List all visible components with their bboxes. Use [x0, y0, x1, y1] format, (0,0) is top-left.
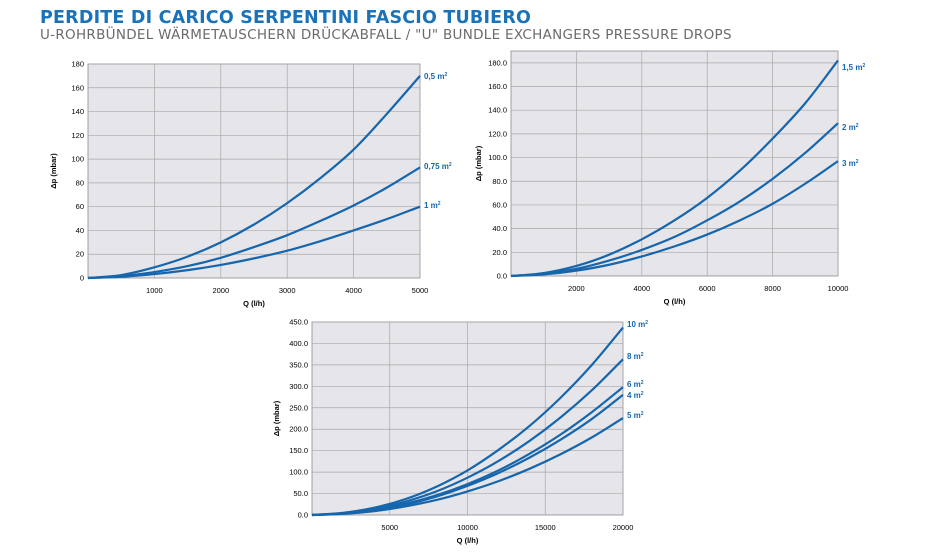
- y-tick-label: 80.0: [492, 177, 507, 186]
- x-tick-label: 2000: [212, 286, 229, 295]
- x-tick-label: 6000: [699, 284, 716, 293]
- y-axis-label: Δp (mbar): [272, 400, 281, 436]
- y-tick-label: 60.0: [492, 200, 507, 209]
- y-tick-label: 0.0: [497, 272, 507, 281]
- series-label-text: 6 m: [627, 380, 641, 389]
- series-line: [510, 122, 839, 278]
- series-label-text: 3 m: [842, 159, 856, 168]
- series-label: 8 m2: [627, 352, 644, 361]
- series-label-text: 2 m: [842, 123, 856, 132]
- x-tick-label: 2000: [568, 284, 585, 293]
- x-tick-label: 15000: [535, 523, 556, 532]
- x-tick-label: 3000: [279, 286, 296, 295]
- y-tick-label: 100.0: [488, 153, 507, 162]
- series-label-superscript: 2: [438, 201, 441, 207]
- y-tick-label: 0.0: [298, 511, 308, 520]
- y-tick-label: 20.0: [492, 248, 507, 257]
- series-label-superscript: 2: [862, 63, 865, 69]
- series-label-superscript: 2: [856, 123, 859, 129]
- series-label-superscript: 2: [641, 391, 644, 397]
- x-tick-label: 10000: [828, 284, 849, 293]
- series-label: 10 m2: [627, 320, 648, 329]
- y-tick-label: 120: [71, 131, 84, 140]
- series-label: 5 m2: [627, 411, 644, 420]
- series-line: [87, 166, 421, 280]
- y-tick-label: 20: [76, 250, 84, 259]
- series-label-text: 10 m: [627, 320, 645, 329]
- series-label: 1 m2: [424, 201, 441, 210]
- y-tick-label: 100.0: [289, 468, 308, 477]
- y-tick-label: 40: [76, 226, 84, 235]
- y-tick-label: 140: [71, 107, 84, 116]
- series-label-text: 1 m: [424, 201, 438, 210]
- x-tick-label: 4000: [633, 284, 650, 293]
- series-label-superscript: 2: [645, 320, 648, 326]
- y-tick-label: 200.0: [289, 425, 308, 434]
- y-tick-label: 120.0: [488, 129, 507, 138]
- y-tick-label: 300.0: [289, 382, 308, 391]
- y-axis-label: Δp (mbar): [474, 145, 483, 181]
- series-label-text: 1,5 m: [842, 63, 862, 72]
- y-tick-label: 40.0: [492, 224, 507, 233]
- x-tick-label: 20000: [613, 523, 634, 532]
- x-tick-label: 4000: [345, 286, 362, 295]
- y-axis-label: Δp (mbar): [49, 153, 58, 189]
- x-axis-label: Q (l/h): [457, 536, 479, 545]
- y-tick-label: 450.0: [289, 318, 308, 327]
- x-tick-label: 10000: [457, 523, 478, 532]
- series-line: [510, 59, 839, 278]
- series-label: 2 m2: [842, 123, 859, 132]
- y-tick-label: 180: [71, 60, 84, 69]
- plot-area: [510, 50, 839, 277]
- y-tick-label: 250.0: [289, 403, 308, 412]
- page-subtitle: U-ROHRBÜNDEL WÄRMETAUSCHERN DRÜCKABFALL …: [40, 27, 732, 43]
- y-tick-label: 140.0: [488, 106, 507, 115]
- y-tick-label: 100: [71, 155, 84, 164]
- y-tick-label: 180.0: [488, 58, 507, 67]
- x-tick-label: 5000: [412, 286, 429, 295]
- series-label-superscript: 2: [449, 162, 452, 168]
- series-label: 1,5 m2: [842, 63, 865, 72]
- series-label-superscript: 2: [641, 380, 644, 386]
- y-tick-label: 80: [76, 178, 84, 187]
- y-tick-label: 60: [76, 202, 84, 211]
- y-tick-label: 150.0: [289, 446, 308, 455]
- series-label: 0,5 m2: [424, 72, 447, 81]
- series-label-superscript: 2: [444, 72, 447, 78]
- x-axis-label: Q (l/h): [243, 299, 265, 308]
- x-tick-label: 1000: [146, 286, 163, 295]
- page-title: PERDITE DI CARICO SERPENTINI FASCIO TUBI…: [40, 8, 532, 28]
- y-tick-label: 0: [80, 274, 84, 283]
- series-label: 6 m2: [627, 380, 644, 389]
- plot-area: [87, 63, 421, 279]
- series-label-superscript: 2: [856, 159, 859, 165]
- series-line: [87, 75, 421, 280]
- y-tick-label: 400.0: [289, 339, 308, 348]
- series-label-text: 4 m: [627, 391, 641, 400]
- x-tick-label: 8000: [764, 284, 781, 293]
- series-label-superscript: 2: [641, 352, 644, 358]
- series-label-superscript: 2: [641, 411, 644, 417]
- y-tick-label: 50.0: [293, 489, 308, 498]
- y-tick-label: 160: [71, 83, 84, 92]
- series-line: [311, 417, 624, 517]
- x-tick-label: 5000: [381, 523, 398, 532]
- series-label-text: 0,75 m: [424, 162, 449, 171]
- y-tick-label: 160.0: [488, 82, 507, 91]
- series-label-text: 5 m: [627, 411, 641, 420]
- series-label: 3 m2: [842, 159, 859, 168]
- series-label-text: 0,5 m: [424, 72, 444, 81]
- x-axis-label: Q (l/h): [664, 297, 686, 306]
- series-label-text: 8 m: [627, 352, 641, 361]
- series-line: [510, 160, 839, 278]
- series-line: [87, 205, 421, 280]
- y-tick-label: 350.0: [289, 360, 308, 369]
- series-label: 4 m2: [627, 391, 644, 400]
- series-label: 0,75 m2: [424, 162, 452, 171]
